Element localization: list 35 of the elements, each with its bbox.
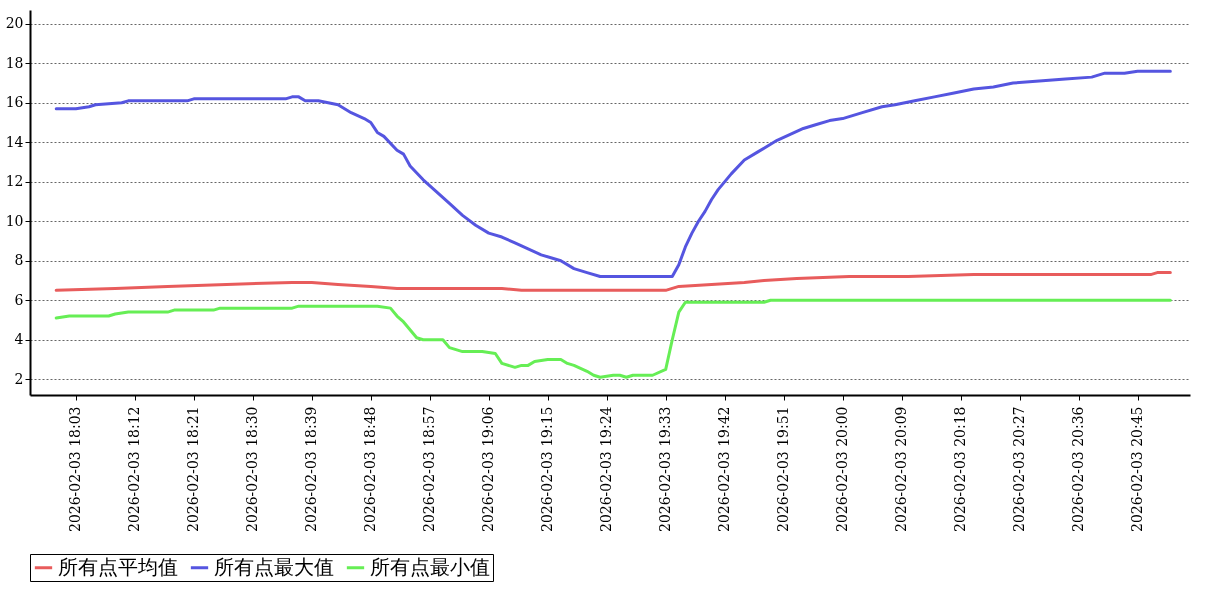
x-tick-label: 2026-02-03 18:21 [185, 406, 202, 533]
x-tick-label: 2026-02-03 18:03 [67, 406, 84, 533]
x-tick-label: 2026-02-03 18:12 [126, 406, 143, 533]
x-tick-label: 2026-02-03 19:15 [539, 406, 556, 533]
x-tick-label: 2026-02-03 20:09 [893, 406, 910, 533]
x-tick-label: 2026-02-03 20:18 [952, 406, 969, 533]
y-tick-label: 8 [14, 252, 24, 269]
y-tick-label: 14 [5, 133, 24, 150]
x-tick-label: 2026-02-03 19:06 [480, 406, 497, 533]
y-tick-label: 2 [14, 370, 24, 387]
x-tick-label: 2026-02-03 20:36 [1070, 406, 1087, 533]
line-series [54, 271, 1172, 292]
y-tick-label: 6 [14, 291, 24, 308]
x-tick-label: 2026-02-03 18:30 [244, 406, 261, 533]
y-tick-label: 20 [5, 15, 24, 32]
x-tick-label: 2026-02-03 20:45 [1129, 406, 1146, 533]
legend-label: 所有点最小值 [370, 554, 490, 579]
x-tick-label: 2026-02-03 18:48 [362, 406, 379, 533]
x-tick-label: 2026-02-03 19:51 [775, 406, 792, 533]
y-tick-label: 18 [5, 54, 24, 71]
y-tick-label: 12 [5, 173, 24, 190]
y-tick-label: 16 [5, 94, 24, 111]
x-tick-label: 2026-02-03 18:39 [303, 406, 320, 533]
x-tick-label: 2026-02-03 20:00 [834, 406, 851, 533]
x-tick-label: 2026-02-03 18:57 [421, 406, 438, 533]
line-series [54, 69, 1172, 279]
x-tick-label: 2026-02-03 20:27 [1011, 406, 1028, 533]
x-tick-label: 2026-02-03 19:42 [716, 406, 733, 533]
line-series [54, 298, 1172, 379]
x-tick-label: 2026-02-03 19:24 [598, 406, 615, 533]
y-tick-label: 4 [14, 331, 24, 348]
y-tick-label: 10 [5, 212, 24, 229]
legend-label: 所有点平均值 [58, 554, 178, 579]
legend-label: 所有点最大值 [214, 554, 334, 579]
x-tick-label: 2026-02-03 19:33 [657, 406, 674, 533]
